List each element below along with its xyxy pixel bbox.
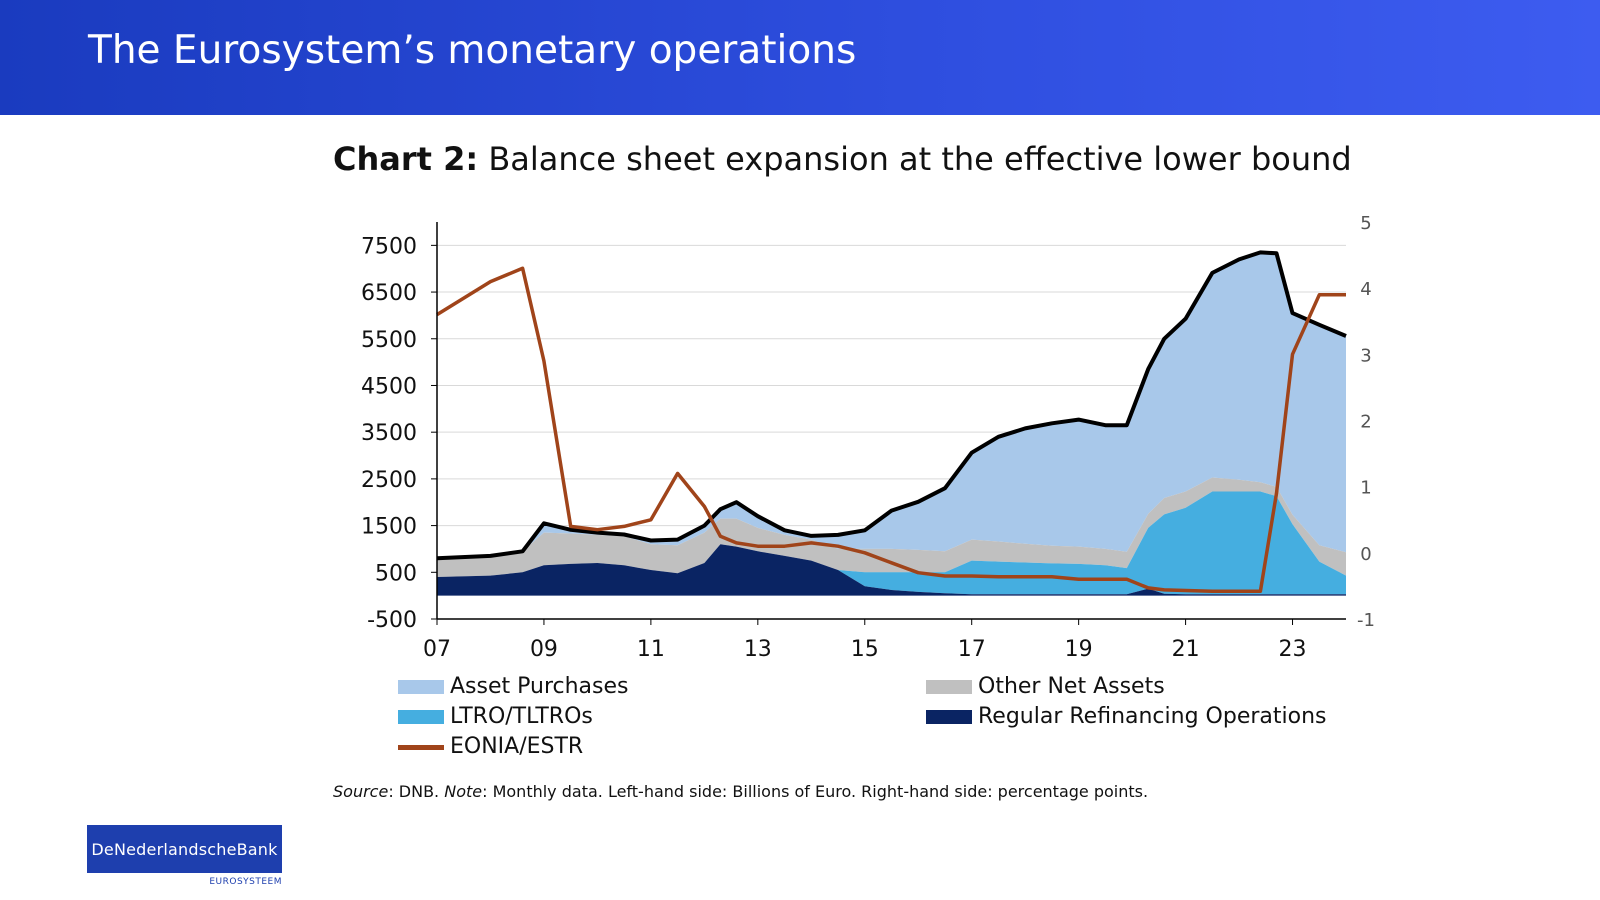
y-tick-label-right: 0 <box>1360 544 1371 565</box>
note-label: Note <box>444 782 483 801</box>
x-tick-label: 11 <box>637 637 665 662</box>
y-tick-label-right: 3 <box>1360 345 1371 366</box>
y-tick-label-left: 3500 <box>361 421 417 446</box>
x-tick-label: 09 <box>530 637 558 662</box>
dnb-logo-subtitle: EUROSYSTEEM <box>209 877 282 887</box>
slide-title: The Eurosystem’s monetary operations <box>88 28 857 73</box>
legend-swatch <box>926 710 972 724</box>
y-tick-label-left: -500 <box>367 608 417 633</box>
legend-label: Other Net Assets <box>978 674 1165 699</box>
area-asset-purchases <box>437 252 1346 559</box>
source-text: : DNB. <box>388 782 445 801</box>
legend-label: Asset Purchases <box>450 674 629 699</box>
y-tick-label-right: 4 <box>1360 279 1371 300</box>
y-tick-label-left: 5500 <box>361 328 417 353</box>
x-tick-label: 21 <box>1172 637 1200 662</box>
y-tick-label-right: 1 <box>1360 478 1371 499</box>
y-tick-label-right: -1 <box>1357 610 1375 631</box>
chart-title-label: Chart 2: <box>333 140 479 178</box>
y-tick-label-left: 7500 <box>361 234 417 259</box>
x-tick-label: 17 <box>958 637 986 662</box>
legend-label: LTRO/TLTROs <box>450 704 593 729</box>
legend-swatch <box>398 710 444 724</box>
y-tick-label-right: 5 <box>1360 213 1371 234</box>
legend-eonia: EONIA/ESTR <box>398 734 583 759</box>
y-tick-label-left: 2500 <box>361 468 417 493</box>
source-label: Source <box>333 782 389 801</box>
legend-swatch <box>926 680 972 694</box>
note-text: : Monthly data. Left-hand side: Billions… <box>482 782 1149 801</box>
chart-title-text: Balance sheet expansion at the effective… <box>478 140 1352 178</box>
dnb-logo: DeNederlandscheBank <box>87 825 282 873</box>
legend-regular-refinancing: Regular Refinancing Operations <box>926 704 1327 729</box>
y-tick-label-left: 500 <box>375 561 417 586</box>
x-tick-label: 19 <box>1065 637 1093 662</box>
y-tick-label-left: 1500 <box>361 515 417 540</box>
line-total <box>436 250 1347 561</box>
x-tick-label: 13 <box>744 637 772 662</box>
legend-label: EONIA/ESTR <box>450 734 584 759</box>
legend-ltro: LTRO/TLTROs <box>398 704 593 729</box>
line-eonia-estr <box>436 266 1346 593</box>
x-tick-label: 23 <box>1279 637 1307 662</box>
legend-asset-purchases: Asset Purchases <box>398 674 629 699</box>
source-note: Source: DNB. Note: Monthly data. Left-ha… <box>333 782 1148 801</box>
y-tick-label-left: 4500 <box>361 374 417 399</box>
y-tick-label-right: 2 <box>1360 412 1371 433</box>
x-tick-label: 15 <box>851 637 879 662</box>
legend-other-net-assets: Other Net Assets <box>926 674 1165 699</box>
area-regular-refinancing <box>437 544 1346 596</box>
slide-header: The Eurosystem’s monetary operations <box>0 0 1600 115</box>
area-ltro <box>437 491 1346 595</box>
legend-label: Regular Refinancing Operations <box>978 704 1327 729</box>
legend-swatch <box>398 744 444 750</box>
area-other-net-assets <box>437 477 1346 577</box>
x-tick-label: 07 <box>423 637 451 662</box>
chart-title: Chart 2: Balance sheet expansion at the … <box>333 140 1352 178</box>
legend-swatch <box>398 680 444 694</box>
y-tick-label-left: 6500 <box>361 281 417 306</box>
